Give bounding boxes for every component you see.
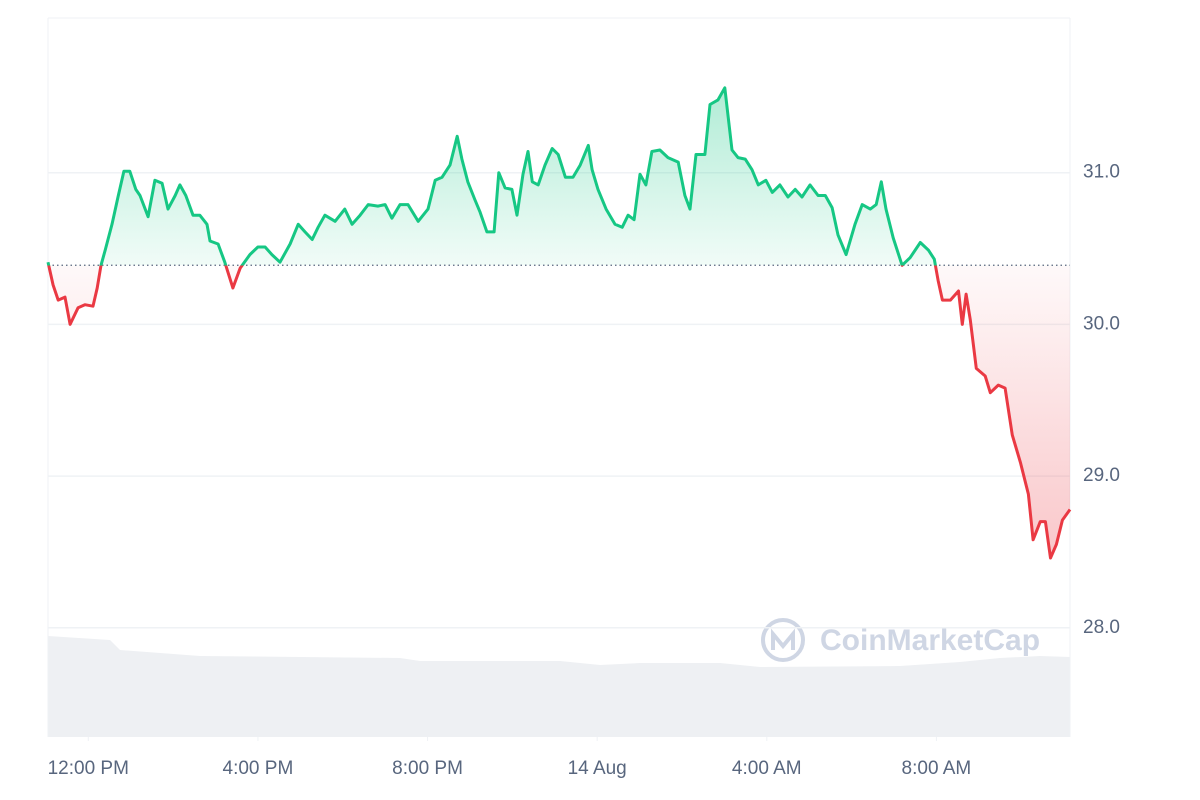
x-tick-label: 8:00 PM	[392, 758, 463, 779]
price-area	[48, 87, 1070, 559]
watermark-logo-mark	[771, 628, 795, 650]
watermark: CoinMarketCap	[761, 618, 1040, 662]
x-tick-label: 12:00 PM	[48, 758, 129, 779]
x-tick-label: 4:00 PM	[223, 758, 294, 779]
volume-area	[48, 636, 1070, 737]
watermark-logo	[761, 618, 805, 662]
x-tick-label: 14 Aug	[568, 758, 627, 779]
y-tick-label: 31.0	[1083, 162, 1120, 183]
y-tick-label: 30.0	[1083, 313, 1120, 334]
y-tick-label: 29.0	[1083, 465, 1120, 486]
y-tick-label: 28.0	[1083, 617, 1120, 638]
x-tick-label: 4:00 AM	[732, 758, 802, 779]
price-line	[46, 86, 1072, 560]
x-tick-label: 8:00 AM	[902, 758, 972, 779]
watermark-text: CoinMarketCap	[820, 624, 1040, 657]
